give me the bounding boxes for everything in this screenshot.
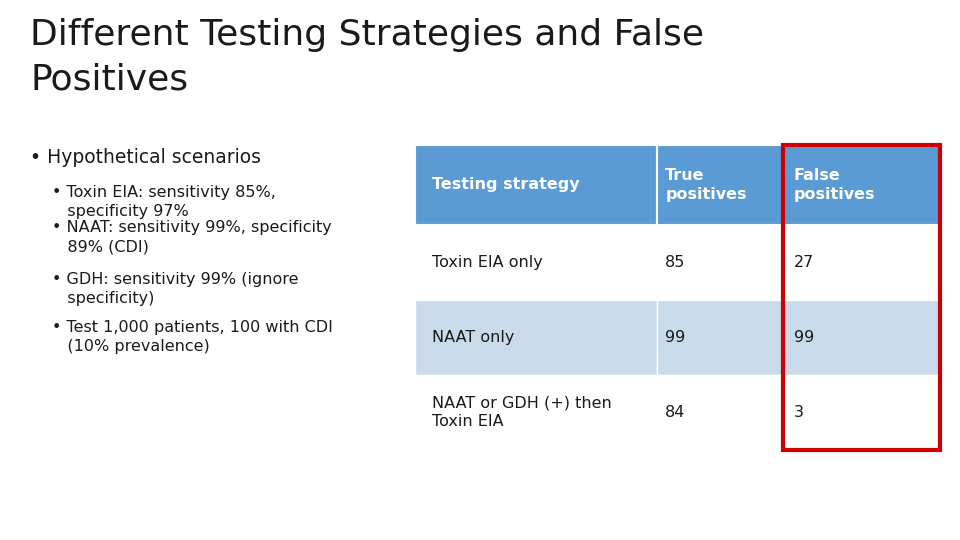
Text: True
positives: True positives xyxy=(665,168,747,201)
Bar xyxy=(782,145,940,450)
Text: False
positives: False positives xyxy=(794,168,875,201)
Bar xyxy=(415,145,657,225)
Bar xyxy=(782,300,940,375)
Bar xyxy=(657,145,782,225)
Text: Different Testing Strategies and False: Different Testing Strategies and False xyxy=(30,18,704,52)
Bar xyxy=(782,225,940,300)
Text: • GDH: sensitivity 99% (ignore
   specificity): • GDH: sensitivity 99% (ignore specifici… xyxy=(52,272,299,306)
Bar xyxy=(415,300,657,375)
Text: Toxin EIA only: Toxin EIA only xyxy=(432,255,542,270)
Bar xyxy=(415,225,657,300)
Text: NAAT or GDH (+) then
Toxin EIA: NAAT or GDH (+) then Toxin EIA xyxy=(432,396,612,429)
Text: 99: 99 xyxy=(665,330,685,345)
Text: Positives: Positives xyxy=(30,62,188,96)
Text: • Toxin EIA: sensitivity 85%,
   specificity 97%: • Toxin EIA: sensitivity 85%, specificit… xyxy=(52,185,276,219)
Bar xyxy=(782,375,940,450)
Text: • NAAT: sensitivity 99%, specificity
   89% (CDI): • NAAT: sensitivity 99%, specificity 89%… xyxy=(52,220,332,254)
Text: 84: 84 xyxy=(665,405,685,420)
Text: 27: 27 xyxy=(794,255,814,270)
Text: Testing strategy: Testing strategy xyxy=(432,178,580,192)
Bar xyxy=(657,225,782,300)
Bar xyxy=(415,375,657,450)
Text: 3: 3 xyxy=(794,405,804,420)
Text: NAAT only: NAAT only xyxy=(432,330,515,345)
Text: • Hypothetical scenarios: • Hypothetical scenarios xyxy=(30,148,261,167)
Bar xyxy=(657,300,782,375)
Text: 99: 99 xyxy=(794,330,814,345)
Bar xyxy=(782,145,940,225)
Bar xyxy=(657,375,782,450)
Text: • Test 1,000 patients, 100 with CDI
   (10% prevalence): • Test 1,000 patients, 100 with CDI (10%… xyxy=(52,320,333,354)
Text: 85: 85 xyxy=(665,255,685,270)
